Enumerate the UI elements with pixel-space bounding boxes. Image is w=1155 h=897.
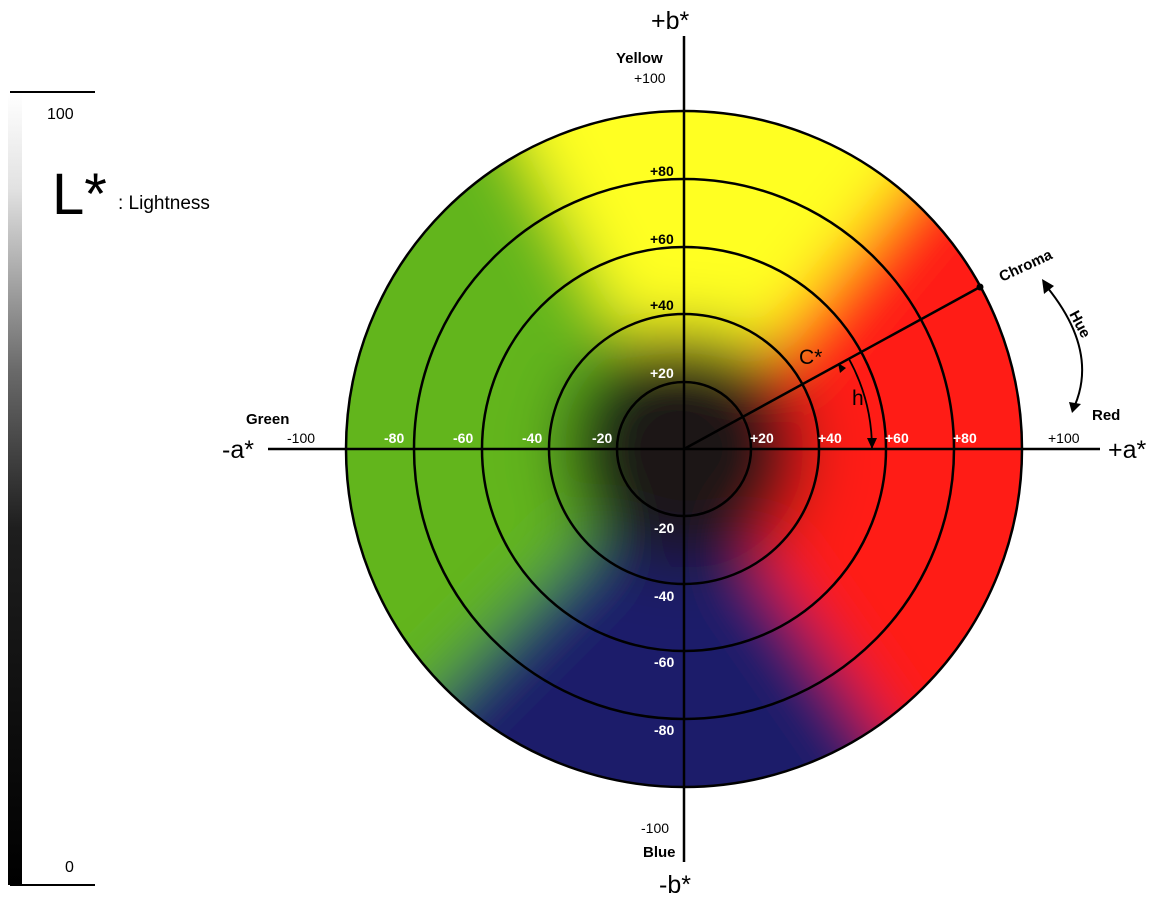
plus-a-tick-40: +40 [818,430,842,446]
plus-a-tick-20: +20 [750,430,774,446]
minus-b-tick-100: -100 [641,820,669,836]
green-label: Green [246,411,289,428]
plus-a-axis-label: +a* [1108,436,1147,464]
chroma-line [683,285,981,451]
lightness-gradient-bar [8,93,22,885]
minus-b-tick-80: -80 [654,722,674,738]
chroma-label: Chroma [997,246,1056,286]
hue-direction-arc [1046,286,1084,406]
lightness-scale: 100 0 L* : Lightness [8,91,210,886]
plus-b-tick-100: +100 [634,70,666,86]
blue-label: Blue [643,844,676,861]
minus-a-axis-label: -a* [222,436,254,464]
plus-a-tick-60: +60 [885,430,909,446]
c-star-label: C* [799,346,822,369]
plus-b-tick-80: +80 [650,163,674,179]
plus-a-tick-100: +100 [1048,430,1080,446]
hue-label: Hue [1065,308,1093,341]
hue-angle-arrowhead-bottom [867,438,877,449]
minus-a-tick-20: -20 [592,430,612,446]
h-label: h [852,387,864,410]
minus-a-tick-80: -80 [384,430,404,446]
hue-arrowhead-down [1069,402,1081,413]
yellow-label: Yellow [616,50,663,67]
lightness-symbol: L* [52,162,107,227]
plus-b-tick-40: +40 [650,297,674,313]
lightness-top-value: 100 [47,106,74,123]
lightness-bottom-value: 0 [65,859,74,876]
minus-b-tick-20: -20 [654,520,674,536]
plus-b-tick-60: +60 [650,231,674,247]
minus-a-tick-60: -60 [453,430,473,446]
chroma-vector [683,279,1084,451]
red-label: Red [1092,407,1120,424]
minus-a-tick-40: -40 [522,430,542,446]
lightness-label: : Lightness [118,193,210,214]
minus-b-axis-label: -b* [659,871,691,897]
minus-a-tick-100: -100 [287,430,315,446]
plus-b-axis-label: +b* [651,7,690,35]
minus-b-tick-60: -60 [654,654,674,670]
plus-a-tick-80: +80 [953,430,977,446]
chroma-endpoint [976,283,984,291]
plus-b-tick-20: +20 [650,365,674,381]
minus-b-tick-40: -40 [654,588,674,604]
hue-angle-arrowhead-top [838,363,846,373]
hue-arrowhead-up [1042,279,1054,294]
